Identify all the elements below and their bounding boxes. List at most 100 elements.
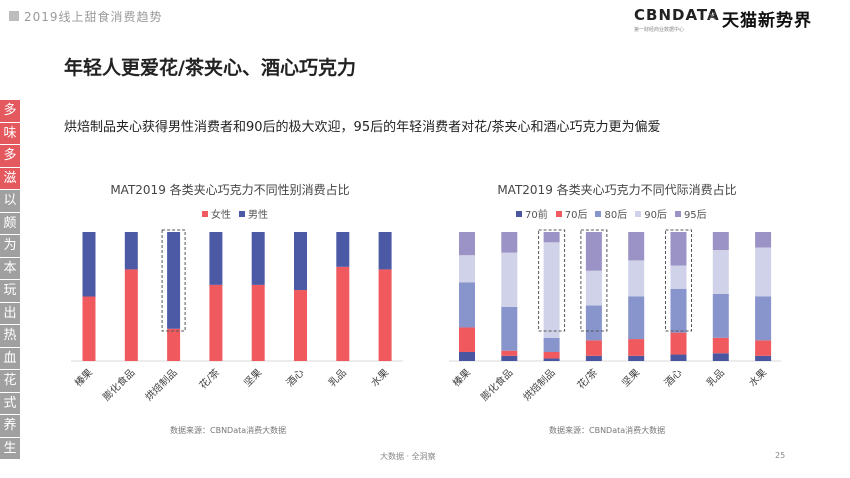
generation-chart-source: 数据来源：CBNData消费大数据	[549, 426, 666, 435]
generation-highlight-box	[580, 229, 608, 332]
gender-x-tick-label: 烘焙制品	[142, 366, 179, 403]
gender-bar-segment	[378, 232, 392, 270]
generation-bar-segment	[670, 288, 687, 333]
footer-text: 大数据 · 全洞察	[380, 452, 436, 461]
page-title: 年轻人更爱花/茶夹心、酒心巧克力	[64, 57, 356, 79]
gender-bar-segment	[251, 232, 265, 285]
generation-bar-segment	[585, 270, 602, 306]
generation-bar-segment	[628, 355, 645, 361]
page-number: 25	[775, 451, 786, 460]
generation-x-tick-label: 酒心	[662, 367, 685, 390]
side-strip-char: 滋	[0, 167, 20, 189]
side-strip-char: 玩	[0, 280, 20, 302]
generation-bar-segment	[459, 282, 475, 328]
generation-x-tick-label: 水果	[747, 367, 770, 390]
logo-separator: ×	[707, 9, 718, 23]
generation-bar-segment	[670, 354, 687, 361]
gender-bar-segment	[209, 232, 223, 285]
gender-bar-segment	[336, 232, 350, 267]
gender-x-tick-label: 酒心	[284, 367, 307, 390]
side-strip-char: 本	[0, 257, 20, 279]
legend-swatch	[202, 210, 208, 217]
generation-chart-title: MAT2019 各类夹心巧克力不同代际消费占比	[497, 183, 737, 197]
side-strip-char: 血	[0, 347, 20, 369]
gender-x-tick-label: 坚果	[242, 367, 265, 390]
generation-legend-item: 70前	[516, 206, 548, 221]
gender-bar-segment	[294, 232, 307, 291]
gender-x-tick-label: 榛果	[72, 366, 95, 389]
generation-x-tick-label: 烘焙制品	[520, 366, 557, 403]
legend-label: 90后	[644, 210, 667, 221]
generation-bar-segment	[501, 350, 518, 356]
legend-swatch	[674, 210, 681, 217]
generation-legend-item: 80后	[595, 206, 627, 221]
side-strip-char: 式	[0, 392, 20, 414]
generation-bar-segment	[501, 252, 518, 307]
side-strip-char: 热	[0, 325, 20, 347]
generation-chart-legend: 70前 70后 80后 90后 95后	[516, 206, 715, 221]
gender-bar-segment	[251, 284, 265, 361]
generation-bar-segment	[712, 293, 729, 338]
generation-bar-segment	[543, 337, 560, 352]
generation-bar-segment	[755, 247, 772, 297]
generation-bar-segment	[755, 340, 772, 356]
generation-bar-segment	[501, 306, 518, 351]
generation-bar-segment	[712, 337, 729, 354]
legend-label: 女性	[211, 210, 231, 221]
side-strip-char: 养	[0, 415, 20, 437]
side-strip-char: 多	[0, 145, 20, 167]
generation-legend-item: 70后	[555, 206, 588, 221]
gender-bar-segment	[167, 328, 181, 361]
generation-bar-segment	[670, 265, 687, 289]
generation-bar-segment	[628, 339, 645, 356]
legend-label: 70后	[564, 210, 588, 221]
gender-x-tick-label: 膨化食品	[100, 366, 137, 403]
side-strip: 多味多滋以颇为本玩出热血花式养生	[0, 100, 20, 460]
generation-bar-segment	[712, 353, 729, 361]
generation-highlight-box	[665, 229, 692, 332]
page-subtitle: 烘焙制品夹心获得男性消费者和90后的极大欢迎，95后的年轻消费者对花/茶夹心和酒…	[64, 120, 661, 135]
generation-bar-segment	[459, 232, 475, 256]
side-strip-char: 花	[0, 370, 20, 392]
generation-bar-segment	[543, 232, 560, 243]
gender-chart-source: 数据来源：CBNData消费大数据	[170, 426, 287, 435]
gender-legend-item: 男性	[239, 206, 268, 221]
cbndata-logo: CBNDATA	[634, 6, 720, 24]
side-strip-char: 为	[0, 235, 20, 257]
legend-label: 70前	[525, 210, 548, 221]
gender-bar-segment	[124, 269, 138, 361]
generation-bar-segment	[712, 250, 729, 294]
cbndata-logo-subtitle: 第一财经商业数据中心	[634, 27, 685, 33]
gender-bar-segment	[209, 284, 223, 361]
gender-highlight-box	[161, 229, 186, 332]
gender-x-tick-label: 水果	[369, 367, 392, 390]
generation-bar-segment	[585, 232, 602, 271]
gender-x-tick-label: 乳品	[326, 366, 349, 389]
generation-bar-segment	[628, 260, 645, 297]
legend-label: 80后	[604, 210, 628, 221]
generation-x-tick-label: 坚果	[620, 367, 643, 390]
generation-legend-item: 90后	[635, 206, 667, 221]
gender-x-tick-label: 花/茶	[196, 366, 222, 392]
side-strip-char: 以	[0, 190, 20, 212]
generation-bar-segment	[712, 232, 729, 251]
side-strip-char: 生	[0, 437, 20, 459]
generation-legend-item: 95后	[674, 206, 707, 221]
generation-bar-segment	[755, 296, 772, 341]
gender-bar-segment	[336, 266, 350, 361]
header-square-icon	[9, 11, 19, 21]
gender-bar-segment	[82, 232, 96, 297]
legend-swatch	[516, 210, 522, 217]
legend-swatch	[239, 210, 245, 217]
generation-bar-segment	[628, 296, 645, 340]
gender-legend-item: 女性	[202, 206, 231, 221]
side-strip-char: 多	[0, 100, 20, 122]
side-strip-char: 出	[0, 302, 20, 324]
generation-bar-segment	[543, 351, 560, 359]
legend-swatch	[595, 210, 602, 217]
generation-x-tick-label: 乳品	[704, 366, 727, 389]
generation-bar-segment	[755, 355, 772, 361]
generation-bar-segment	[459, 327, 475, 352]
tmall-logo: 天猫新势界	[722, 11, 812, 31]
generation-highlight-box	[538, 229, 566, 332]
